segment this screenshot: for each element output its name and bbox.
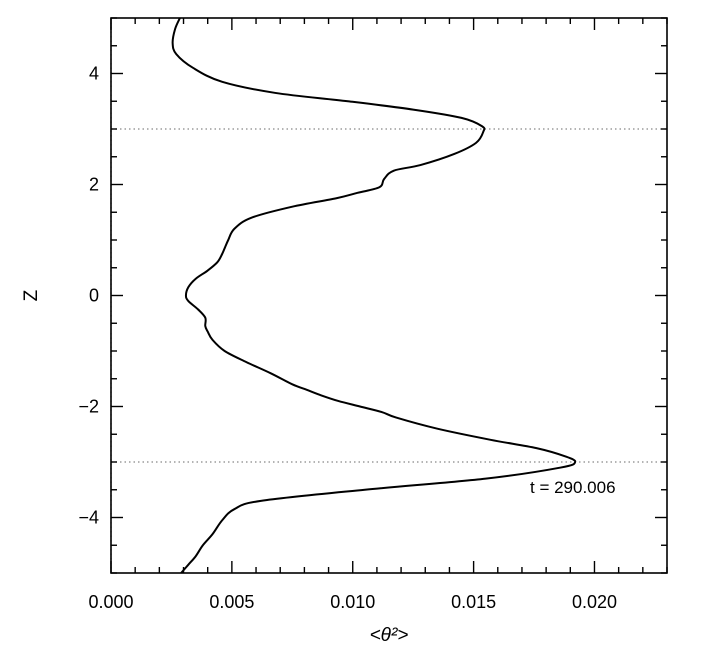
y-tick-label: 2 [89, 175, 99, 195]
time-annotation: t = 290.006 [530, 478, 616, 497]
series-line [171, 17, 577, 574]
x-tick-labels: 0.000 0.005 0.010 0.015 0.020 [88, 592, 617, 612]
x-axis-label: <θ²> [370, 625, 409, 646]
axis-ticks [110, 17, 668, 574]
x-tick-label: 0.020 [572, 592, 617, 612]
y-axis-label: Z [21, 289, 42, 301]
y-tick-labels: −4 −2 0 2 4 [78, 64, 99, 528]
x-tick-label: 0.010 [330, 592, 375, 612]
x-tick-label: 0.015 [451, 592, 496, 612]
y-tick-label: 0 [89, 286, 99, 306]
x-tick-label: 0.000 [88, 592, 133, 612]
y-tick-label: −4 [78, 508, 99, 528]
x-tick-label: 0.005 [209, 592, 254, 612]
y-tick-label: 4 [89, 64, 99, 84]
y-tick-label: −2 [78, 397, 99, 417]
